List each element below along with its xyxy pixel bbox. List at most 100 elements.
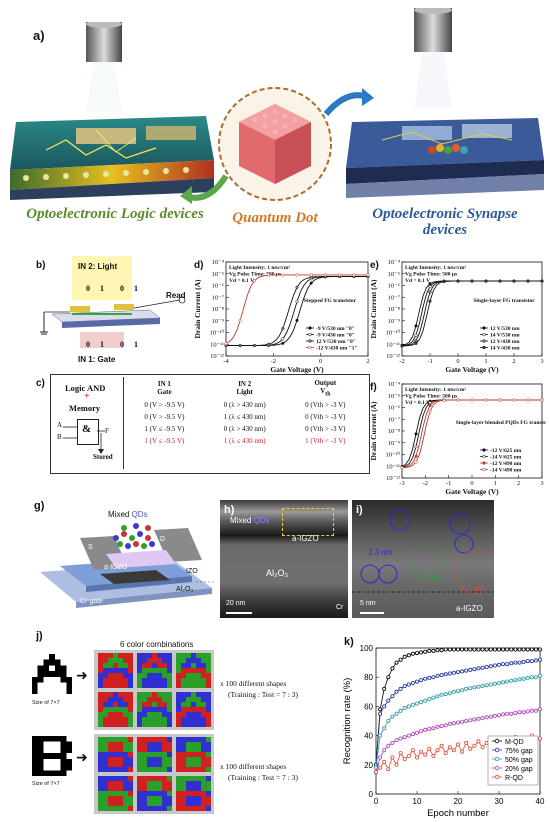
pixel-cell — [181, 663, 186, 668]
dimension-7-1nm: 7.1 nm — [460, 584, 485, 593]
pixel-cell — [176, 806, 181, 811]
synapse-device-illustration — [342, 100, 546, 200]
y-tick-label: 10⁻¹¹ — [386, 463, 400, 470]
pattern-a-bitmap — [32, 654, 72, 694]
pixel-cell — [152, 776, 157, 781]
series-point — [394, 689, 399, 694]
pixel-cell — [98, 806, 103, 811]
pixel-cell — [103, 737, 108, 742]
pixel-cell — [137, 752, 142, 757]
table-cell: 1 (V ≤ -9.5 V) — [144, 425, 185, 434]
iv-point — [498, 398, 502, 402]
iv-point — [512, 398, 516, 402]
iv-point — [267, 342, 271, 346]
pixel-cell — [128, 762, 133, 767]
series-point — [460, 647, 465, 652]
legend-marker — [494, 756, 500, 762]
series-point — [513, 660, 518, 665]
series-point — [533, 675, 538, 680]
series-point — [501, 647, 506, 652]
pixel-cell — [113, 692, 118, 697]
bit: 0 — [86, 284, 90, 293]
series-point — [431, 648, 436, 653]
series-point — [410, 702, 415, 707]
scale-bar-i — [360, 612, 384, 614]
iv-point — [338, 273, 342, 277]
pixel-cell — [191, 653, 196, 658]
series-point — [402, 735, 407, 740]
logic-and-label: Logic AND — [65, 383, 106, 393]
iv-point — [484, 398, 488, 402]
pixel-cell — [128, 786, 133, 791]
x-axis-label: Gate Voltage (V) — [445, 487, 499, 496]
pixel-cell — [108, 658, 113, 663]
series-point — [488, 682, 493, 687]
iv-point — [498, 279, 502, 283]
panel-b-label: b) — [36, 260, 46, 271]
and-gate-device-schematic — [40, 252, 190, 362]
pixel-cell — [196, 702, 201, 707]
x-tick-label: -2 — [399, 358, 404, 365]
series-point — [517, 677, 522, 682]
pixel-cell — [206, 683, 211, 688]
pixel-cell — [137, 791, 142, 796]
series-point — [439, 724, 444, 729]
pixel-cell — [186, 767, 191, 772]
pixel-cell — [201, 786, 206, 791]
pixel-cell — [98, 673, 103, 678]
y-tick-label: 10⁻⁵ — [212, 271, 224, 278]
qds-text-h: QDs — [253, 516, 270, 525]
series-point — [443, 672, 448, 677]
legend-label: -14 V/490 nm — [490, 468, 522, 474]
pixel-cell — [181, 806, 186, 811]
pixel-cell — [142, 757, 147, 762]
pixel-cell — [186, 737, 191, 742]
y-tick-label: 10⁻⁶ — [388, 405, 400, 412]
pixel-cell — [152, 767, 157, 772]
pixel-cell — [137, 717, 142, 722]
al2o3-label-h: Al₂O₃ — [266, 568, 289, 578]
iv-point — [414, 454, 418, 458]
legend-marker — [482, 326, 486, 330]
pixel-cell — [186, 663, 191, 668]
header-out-line2: Vth — [320, 387, 331, 398]
series-point — [537, 707, 542, 712]
pixel-cell — [167, 796, 172, 801]
pixel-cell — [176, 737, 181, 742]
series-point — [374, 770, 379, 775]
y-tick-label: 0 — [369, 790, 374, 799]
pixel-cell — [152, 697, 157, 702]
series-point — [496, 647, 501, 652]
pixel-cell — [162, 663, 167, 668]
pixel-cell — [206, 781, 211, 786]
series-point — [513, 711, 518, 716]
pixel-cell — [113, 752, 118, 757]
y-tick-label: 40 — [364, 732, 373, 741]
pixel-cell — [113, 737, 118, 742]
pixel-cell — [123, 747, 128, 752]
pixel-cell — [191, 767, 196, 772]
series-point — [427, 727, 432, 732]
series-point — [460, 719, 465, 724]
logic-devices-title: Optoelectronic Logic devices — [20, 206, 210, 222]
iv-point — [352, 273, 356, 277]
pixel-cell — [162, 742, 167, 747]
input-b-label: B — [57, 433, 62, 441]
pixel-cell — [142, 707, 147, 712]
arrow-to-synapse — [322, 84, 374, 124]
pixel-cell — [113, 767, 118, 772]
pixel-cell — [196, 668, 201, 673]
panel-e-label: e) — [370, 260, 379, 271]
series-point — [386, 675, 391, 680]
pixel-cell — [196, 806, 201, 811]
pixel-cell — [201, 742, 206, 747]
x-axis-label: Gate Voltage (V) — [270, 365, 324, 374]
y-tick-label: 10⁻⁴ — [212, 259, 225, 266]
table-row: 0 (V > -9.5 V) 1 (λ ≤ 430 nm) 0 (Vth > -3 … — [125, 411, 365, 423]
panel-d-label: d) — [194, 260, 204, 271]
table-cell: 0 (Vth > -3 V) — [305, 425, 346, 434]
pixel-cell — [162, 747, 167, 752]
pixel-cell — [103, 796, 108, 801]
pixel-cell — [123, 776, 128, 781]
pixel-cell — [201, 673, 206, 678]
